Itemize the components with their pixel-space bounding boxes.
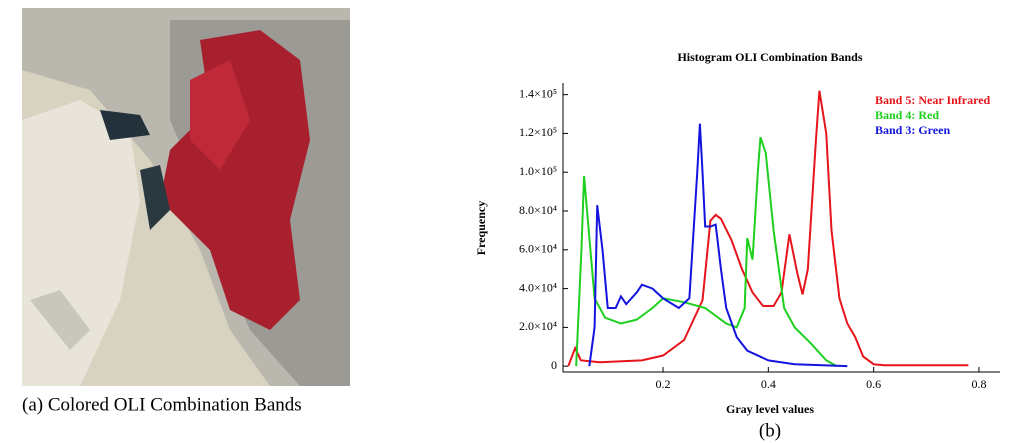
caption: (a) Colored OLI Combination Bands <box>22 394 302 415</box>
x-axis-label: Gray level values <box>726 402 814 416</box>
x-tick-label: 0.6 <box>866 377 881 391</box>
line-series <box>575 136 838 368</box>
y-tick-label: 2.0×10⁴ <box>519 319 557 333</box>
y-tick-label: 1.2×10⁵ <box>519 125 557 139</box>
y-tick-label: 4.0×10⁴ <box>519 280 557 294</box>
chart-title: Histogram OLI Combination Bands <box>677 50 862 64</box>
y-tick-label: 6.0×10⁴ <box>519 242 557 256</box>
legend-entry: Band 3: Green <box>875 123 950 137</box>
legend-entry: Band 5: Near Infrared <box>875 93 991 107</box>
line-series <box>567 90 969 367</box>
y-tick-label: 1.0×10⁵ <box>519 164 557 178</box>
x-tick-label: 0.2 <box>656 377 671 391</box>
satellite-image <box>22 8 350 386</box>
y-tick-label: 0 <box>551 358 557 372</box>
x-tick-label: 0.4 <box>761 377 776 391</box>
line-series <box>588 123 848 368</box>
y-axis-label: Frequency <box>474 201 488 255</box>
x-tick-label: 0.8 <box>971 377 986 391</box>
caption: (b) <box>759 420 781 441</box>
y-tick-label: 8.0×10⁴ <box>519 203 557 217</box>
y-tick-label: 1.4×10⁵ <box>519 86 557 100</box>
legend-entry: Band 4: Red <box>875 108 939 122</box>
